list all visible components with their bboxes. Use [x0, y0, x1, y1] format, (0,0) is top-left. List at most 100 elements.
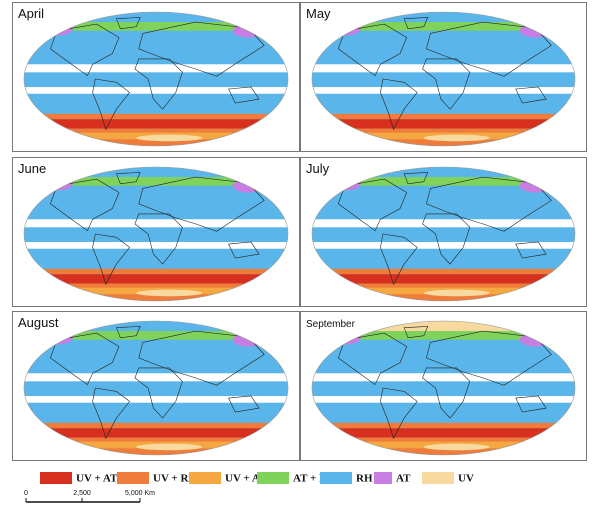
at-rh-zone — [24, 22, 288, 31]
no-data — [24, 396, 288, 403]
map-outline — [23, 11, 289, 147]
scale-label: 5,000 Km — [125, 490, 155, 497]
land — [337, 178, 408, 232]
uv-at-rh-zone — [24, 274, 288, 284]
at-rh-zone — [24, 177, 288, 186]
land — [138, 21, 265, 77]
land — [426, 176, 552, 232]
land — [92, 233, 131, 286]
land — [337, 23, 408, 77]
map-outline — [311, 166, 576, 302]
land — [422, 213, 471, 265]
legend-label: AT — [396, 473, 411, 485]
land — [380, 387, 418, 440]
no-data — [312, 87, 575, 94]
uv-zone — [136, 134, 203, 142]
map — [312, 167, 575, 301]
uv-rh-zone — [312, 422, 575, 429]
map-outline — [311, 320, 576, 456]
legend-label: RH — [356, 473, 373, 485]
land — [50, 23, 120, 77]
land — [380, 78, 418, 131]
at-rh-zone — [312, 331, 575, 340]
scale-label: 2,500 — [73, 490, 91, 497]
legend-swatch — [117, 472, 149, 484]
map — [24, 12, 288, 146]
uv-rh-zone — [312, 268, 575, 275]
uv-at-rh-zone — [312, 274, 575, 284]
map-panel: August — [12, 311, 300, 461]
panel-title: September — [306, 319, 356, 330]
uv-at-rh-zone — [24, 428, 288, 438]
uv-zone — [136, 289, 203, 297]
land — [515, 241, 547, 259]
land — [50, 332, 120, 386]
no-data — [24, 87, 288, 94]
panel-title: June — [18, 161, 46, 176]
no-data — [24, 219, 288, 228]
land — [228, 241, 260, 259]
uv-at-rh-zone — [24, 119, 288, 129]
land — [115, 17, 141, 30]
legend-swatch — [189, 472, 221, 484]
land — [380, 233, 418, 286]
map-panel: April — [12, 2, 300, 152]
land — [403, 17, 429, 30]
no-data — [312, 373, 575, 382]
land — [403, 172, 429, 185]
legend-swatch — [422, 472, 454, 484]
map-outline — [23, 320, 289, 456]
legend-swatch — [40, 472, 72, 484]
map — [24, 321, 288, 455]
at-rh-zone — [24, 331, 288, 340]
panel-title: April — [18, 6, 44, 21]
map-outline — [23, 166, 289, 302]
at-rh-zone — [312, 22, 575, 31]
no-data — [24, 242, 288, 249]
uv-rh-zone — [24, 268, 288, 275]
land — [115, 172, 141, 185]
legend-label: UV — [458, 473, 474, 485]
land — [515, 395, 547, 413]
land — [134, 213, 183, 265]
uv-rh-zone — [24, 113, 288, 120]
scale-label: 0 — [24, 490, 28, 497]
legend-swatch — [320, 472, 352, 484]
land — [115, 326, 141, 339]
land — [337, 332, 408, 386]
land — [228, 395, 260, 413]
map-panel: May — [300, 2, 587, 152]
panel-title: August — [18, 315, 59, 330]
land — [422, 367, 471, 419]
uv-rh-zone — [312, 113, 575, 120]
no-data — [24, 373, 288, 382]
land — [138, 176, 265, 232]
at-rh-zone — [312, 177, 575, 186]
land — [228, 86, 260, 104]
uv-zone — [136, 443, 203, 451]
map — [312, 12, 575, 146]
no-data — [312, 64, 575, 73]
no-data — [312, 396, 575, 403]
map-panel: September — [300, 311, 587, 461]
uv-zone — [312, 321, 575, 332]
uv-zone — [423, 289, 490, 297]
land — [92, 387, 131, 440]
no-data — [312, 219, 575, 228]
land — [138, 330, 265, 386]
land — [426, 330, 552, 386]
legend-label: UV + RH — [153, 473, 197, 485]
legend-swatch — [374, 472, 392, 484]
land — [92, 78, 131, 131]
map — [24, 167, 288, 301]
no-data — [312, 242, 575, 249]
land — [422, 58, 471, 110]
uv-rh-zone — [24, 422, 288, 429]
map-panel: June — [12, 157, 300, 307]
no-data — [24, 64, 288, 73]
land — [50, 178, 120, 232]
land — [403, 326, 429, 339]
land — [515, 86, 547, 104]
land — [134, 367, 183, 419]
